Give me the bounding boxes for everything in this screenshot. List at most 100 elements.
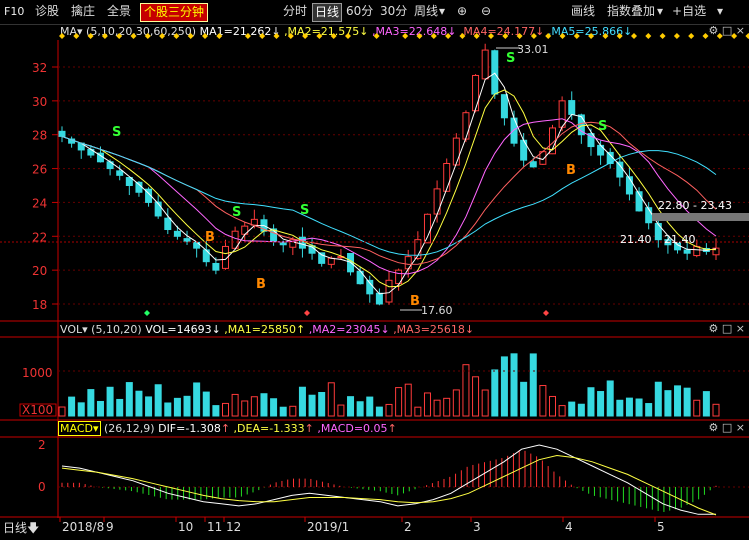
buy-signal: B: [205, 230, 215, 245]
volume-bar: [713, 404, 719, 416]
volume-bar: [97, 401, 103, 416]
level-band: [652, 213, 749, 221]
macd-panel-controls: ⚙ □ ×: [709, 421, 746, 434]
annotations-group: 33.01 17.60 22.80 - 23.43 21.40 21.40: [0, 43, 749, 317]
volume-bar: [386, 404, 392, 416]
volume-bar: [290, 406, 296, 416]
volume-bar: [271, 399, 277, 416]
signal-diamond: [474, 33, 480, 39]
price-axis-label: 30: [32, 95, 47, 109]
volume-bar: [675, 386, 681, 416]
signal-diamond: [488, 33, 494, 39]
vol-close-icon[interactable]: ×: [736, 322, 745, 335]
buy-signal: B: [256, 277, 266, 292]
volume-bar: [117, 399, 123, 416]
price-axis-label: 28: [32, 129, 47, 143]
volume-bar: [463, 365, 469, 416]
signal-diamond: [560, 33, 566, 39]
signal-diamond: [274, 33, 280, 39]
low-label: 17.60: [421, 304, 453, 317]
macd-close-icon[interactable]: ×: [736, 421, 745, 434]
volume-bar: [213, 406, 219, 416]
candle-body: [117, 171, 123, 175]
volume-bar: [251, 397, 257, 416]
x-axis-label: 12: [226, 520, 241, 534]
volume-bar: [482, 390, 488, 416]
macd-maximize-icon[interactable]: □: [722, 421, 732, 434]
volume-bar: [242, 401, 248, 416]
volume-bar: [309, 395, 315, 416]
candle-body: [655, 223, 661, 239]
volume-bar: [703, 392, 709, 416]
vol-ma1-value: ,MA1=25850: [224, 323, 296, 336]
volume-bar: [59, 407, 65, 416]
level2-label: 21.40: [620, 233, 652, 246]
vol-label[interactable]: VOL: [60, 323, 82, 336]
vol-ma2-value: ,MA2=23045: [309, 323, 381, 336]
signal-diamond: [374, 33, 380, 39]
signal-diamond: [574, 33, 580, 39]
volume-bar: [376, 407, 382, 416]
vol-dropdown-icon[interactable]: ▾: [82, 323, 88, 336]
signal-diamond: [745, 33, 749, 39]
volume-bar: [155, 385, 161, 416]
macd-indicator-line: MACD▾ (26,12,9) DIF=-1.308↑ ,DEA=-1.333↑…: [58, 421, 397, 437]
x-axis-label: 2019/1: [307, 520, 349, 534]
volume-bar: [396, 388, 402, 416]
vol-ma3-value: ,MA3=25618: [393, 323, 465, 336]
price-axis-label: 24: [32, 196, 47, 210]
price-axis: 32 30 28 26 24 22 20 18: [32, 61, 58, 312]
signal-diamond: [645, 33, 651, 39]
macd-settings-icon[interactable]: ⚙: [709, 421, 719, 434]
volume-bar: [405, 384, 411, 416]
signal-diamond: [402, 33, 408, 39]
volume-bar: [165, 403, 171, 416]
signal-diamond: [545, 33, 551, 39]
signal-diamond: [102, 33, 108, 39]
volume-bar: [434, 400, 440, 416]
candle-body: [376, 293, 382, 304]
macd-params: (26,12,9): [104, 422, 155, 435]
x-axis-label: 10: [178, 520, 193, 534]
candle-body: [501, 95, 507, 118]
volume-bar: [357, 402, 363, 416]
volume-bar: [107, 387, 113, 416]
x-axis-label: 2018/8: [62, 520, 104, 534]
bottom-diamond: [543, 310, 549, 316]
period-status-down-icon: 🡇: [27, 521, 39, 535]
macd-label: MACD: [60, 422, 93, 435]
vol-maximize-icon[interactable]: □: [722, 322, 732, 335]
vol-value: VOL=14693: [145, 323, 211, 336]
period-status-label: 日线: [3, 521, 27, 535]
signal-diamond: [417, 33, 423, 39]
signal-diamond: [116, 33, 122, 39]
volume-bar: [473, 377, 479, 416]
volume-bar: [598, 392, 604, 416]
signal-diamond: [259, 33, 265, 39]
signal-diamond: [288, 33, 294, 39]
level1-label: 22.80 - 23.43: [658, 199, 732, 212]
volume-bar: [194, 383, 200, 416]
vol-panel-controls: ⚙ □ ×: [709, 322, 746, 335]
x-axis: 2018/8 9 10 11 12 2019/1 2 3 4 5: [60, 517, 665, 534]
candle-body: [280, 243, 286, 245]
volume-bar: [501, 357, 507, 416]
candle-body: [511, 118, 517, 143]
macd-selector[interactable]: MACD▾: [58, 421, 101, 436]
candle-body: [617, 162, 623, 177]
macd-axis-2: 2: [38, 438, 46, 452]
volume-bar: [511, 354, 517, 416]
volume-bar: [299, 387, 305, 416]
vol-settings-icon[interactable]: ⚙: [709, 322, 719, 335]
signal-diamond: [216, 33, 222, 39]
x-axis-label: 3: [473, 520, 481, 534]
signal-diamond: [173, 33, 179, 39]
signal-diamond: [73, 33, 79, 39]
vol-params: (5,10,20): [91, 323, 142, 336]
macd-macd-value: ,MACD=0.05: [317, 422, 387, 435]
volume-bar: [88, 390, 94, 416]
signal-diamond: [531, 33, 537, 39]
volume-bar: [415, 407, 421, 416]
volume-bar: [655, 382, 661, 416]
